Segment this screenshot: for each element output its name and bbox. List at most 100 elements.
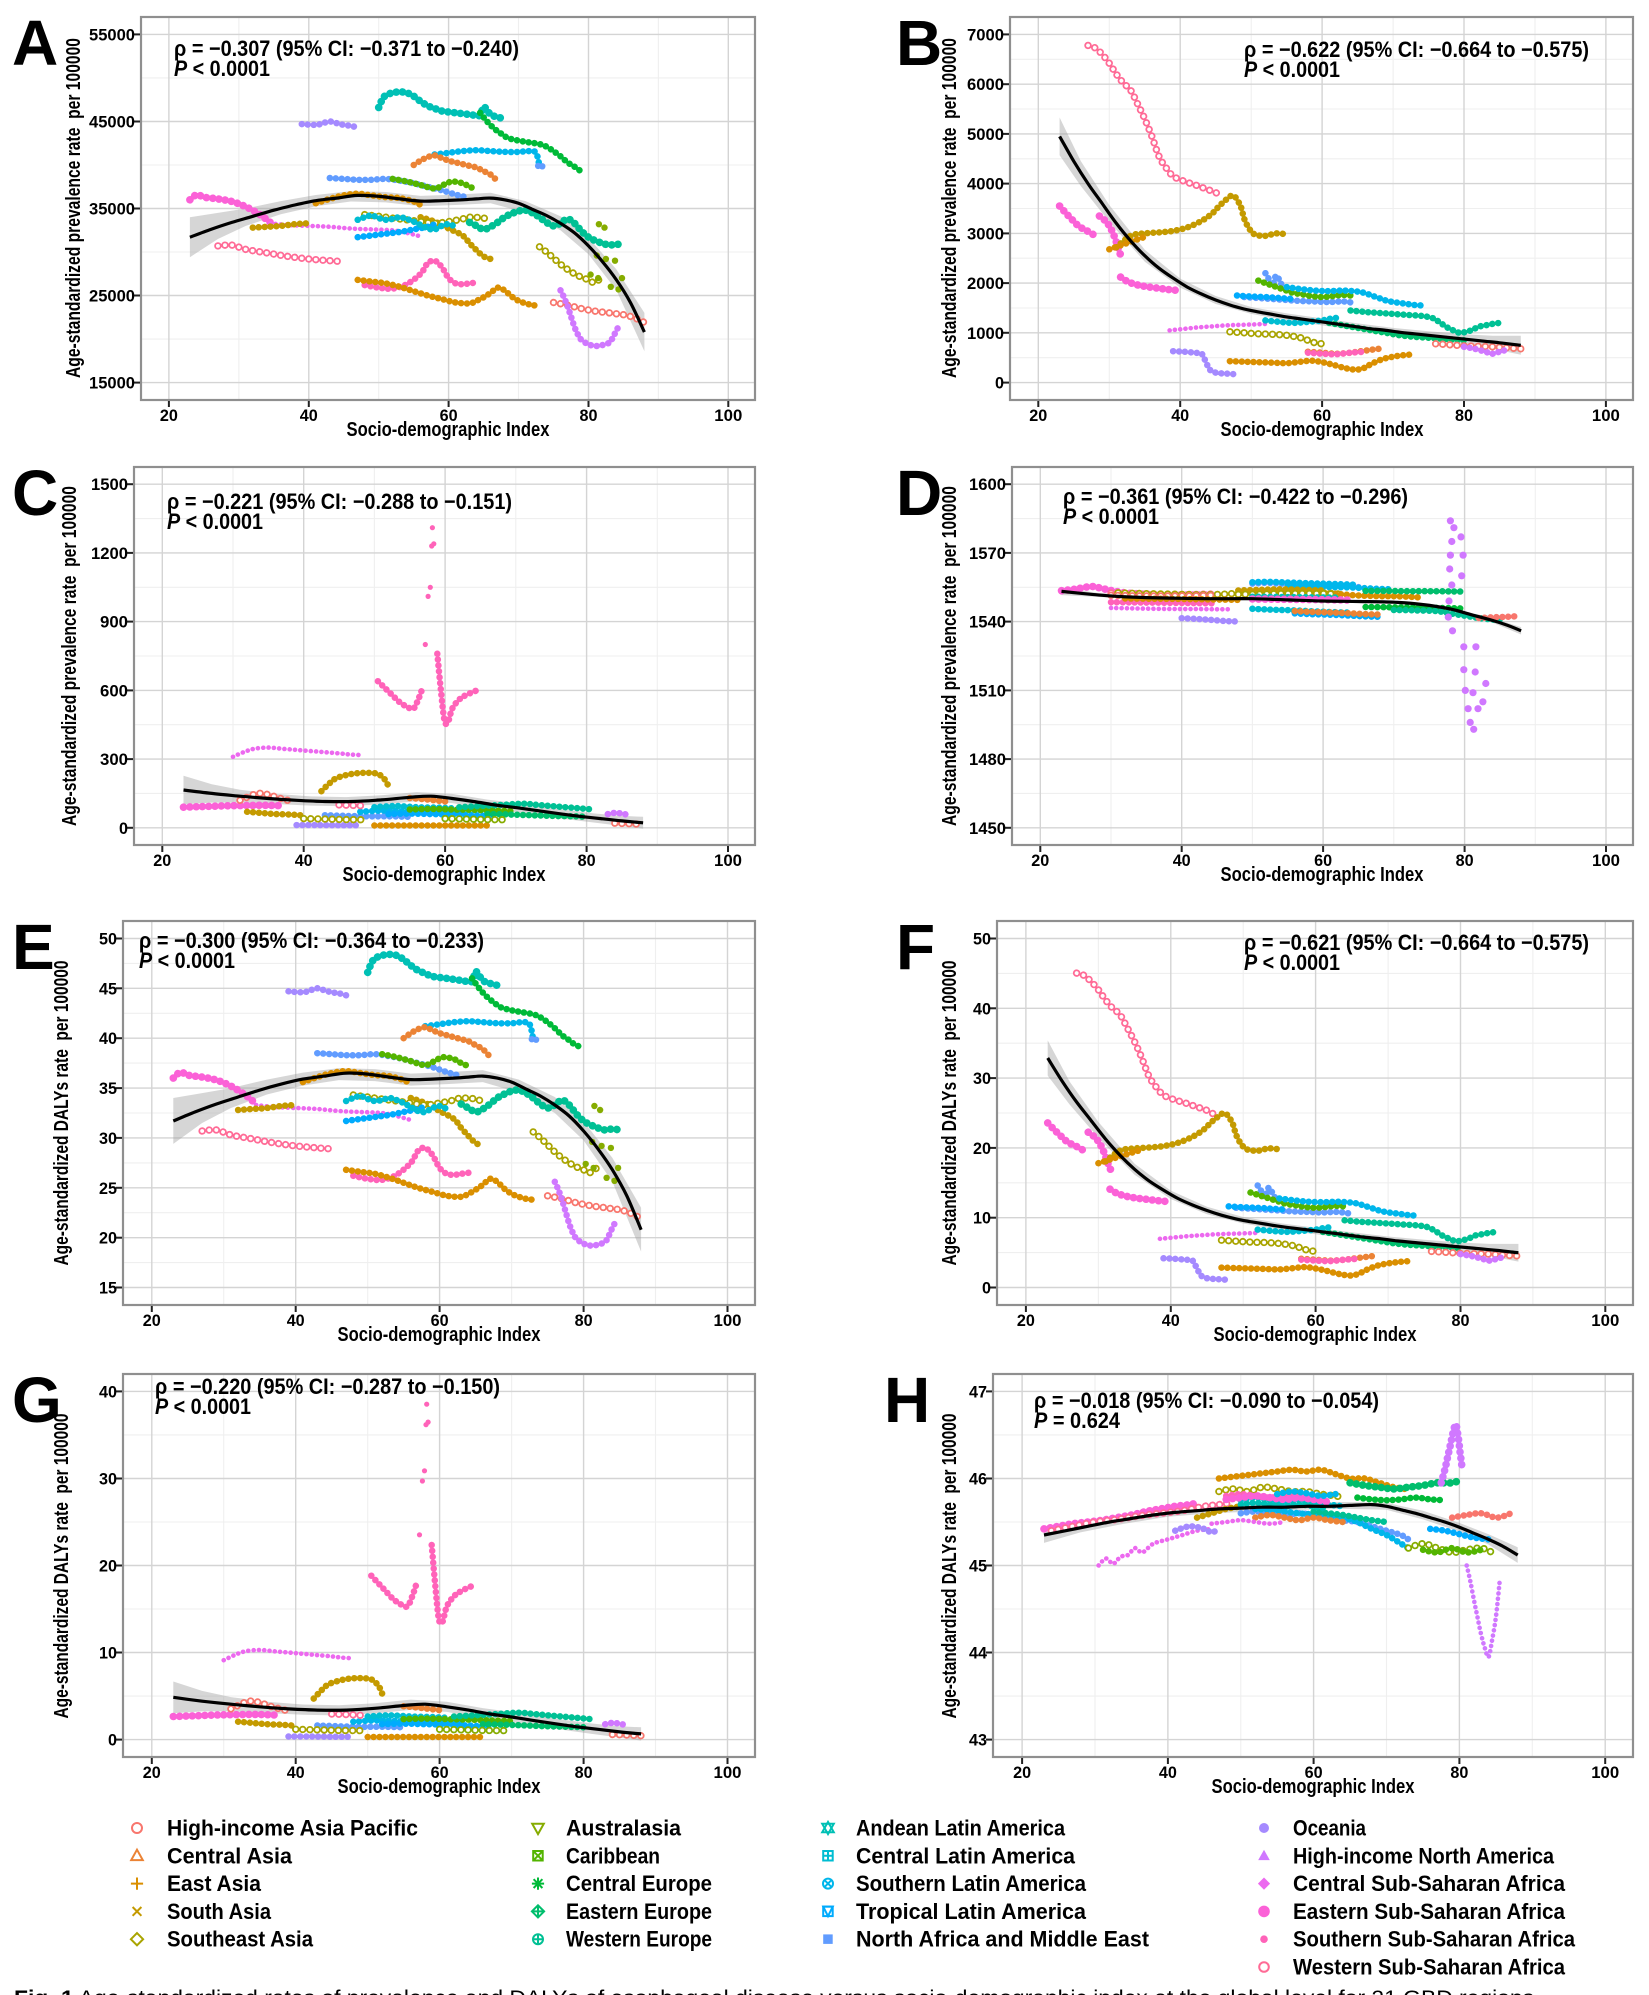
svg-text:35000: 35000 — [89, 200, 135, 219]
svg-text:40: 40 — [1162, 1311, 1180, 1330]
svg-text:0: 0 — [108, 1731, 117, 1750]
svg-text:60: 60 — [1307, 1311, 1325, 1330]
svg-text:80: 80 — [580, 406, 598, 425]
svg-text:4000: 4000 — [967, 175, 1004, 194]
svg-text:55000: 55000 — [89, 25, 135, 44]
svg-text:80: 80 — [575, 1311, 593, 1330]
svg-text:80: 80 — [1455, 406, 1473, 425]
svg-text:D: D — [896, 457, 942, 529]
svg-text:20: 20 — [1031, 851, 1049, 870]
svg-text:Age-standardized prevalence ra: Age-standardized prevalence rate per 100… — [939, 486, 961, 826]
svg-text:P < 0.0001: P < 0.0001 — [167, 509, 263, 534]
svg-text:25: 25 — [99, 1179, 117, 1198]
svg-text:ρ = −0.220 (95% CI: −0.287 to: ρ = −0.220 (95% CI: −0.287 to −0.150) — [155, 1374, 500, 1399]
svg-text:P < 0.0001: P < 0.0001 — [1244, 950, 1340, 975]
svg-text:1540: 1540 — [969, 613, 1006, 632]
svg-text:20: 20 — [1017, 1311, 1035, 1330]
svg-text:Age-standardized prevalence ra: Age-standardized prevalence rate per 100… — [63, 38, 85, 378]
svg-text:20: 20 — [99, 1557, 117, 1576]
svg-text:60: 60 — [1314, 851, 1332, 870]
svg-text:45: 45 — [969, 1557, 987, 1576]
svg-text:20: 20 — [99, 1229, 117, 1248]
svg-text:P = 0.624: P = 0.624 — [1034, 1408, 1120, 1433]
svg-text:East Asia: East Asia — [167, 1871, 261, 1896]
svg-text:Age-standardized prevalence ra: Age-standardized prevalence rate per 100… — [59, 486, 81, 826]
svg-text:High-income Asia Pacific: High-income Asia Pacific — [167, 1816, 418, 1841]
svg-text:P < 0.0001: P < 0.0001 — [174, 56, 270, 81]
svg-text:43: 43 — [969, 1731, 987, 1750]
svg-text:Socio-demographic Index: Socio-demographic Index — [1221, 419, 1424, 441]
svg-text:100: 100 — [714, 406, 742, 425]
svg-text:1570: 1570 — [969, 544, 1006, 563]
svg-text:Age-standardized DALYs rate p: Age-standardized DALYs rate per 100000 — [51, 1414, 73, 1719]
svg-text:20: 20 — [1013, 1763, 1031, 1782]
svg-text:Age-standardized DALYs rate p: Age-standardized DALYs rate per 100000 — [939, 1414, 961, 1719]
svg-text:ρ = −0.307 (95% CI: −0.371 to: ρ = −0.307 (95% CI: −0.371 to −0.240) — [174, 36, 519, 61]
svg-text:44: 44 — [969, 1644, 988, 1663]
svg-text:100: 100 — [714, 851, 742, 870]
svg-text:40: 40 — [99, 1029, 117, 1048]
svg-text:Eastern Sub-Saharan Africa: Eastern Sub-Saharan Africa — [1293, 1899, 1565, 1924]
svg-text:20: 20 — [143, 1311, 161, 1330]
svg-text:300: 300 — [100, 750, 128, 769]
svg-text:50: 50 — [973, 930, 991, 949]
svg-text:7000: 7000 — [967, 25, 1004, 44]
svg-text:47: 47 — [969, 1382, 987, 1401]
svg-text:South Asia: South Asia — [167, 1899, 271, 1924]
svg-text:900: 900 — [100, 613, 128, 632]
svg-text:Fig. 1 Age-standardized rates: Fig. 1 Age-standardized rates of prevale… — [14, 1987, 1534, 1995]
svg-text:40: 40 — [1173, 851, 1191, 870]
svg-text:ρ = −0.621 (95% CI: −0.664 to: ρ = −0.621 (95% CI: −0.664 to −0.575) — [1244, 930, 1589, 955]
svg-text:ρ = −0.018 (95% CI: −0.090 to: ρ = −0.018 (95% CI: −0.090 to −0.054) — [1034, 1388, 1379, 1413]
svg-text:40: 40 — [1171, 406, 1189, 425]
svg-text:80: 80 — [1450, 1763, 1468, 1782]
svg-text:Southeast Asia: Southeast Asia — [167, 1927, 313, 1952]
svg-text:0: 0 — [982, 1279, 991, 1298]
svg-text:5000: 5000 — [967, 125, 1004, 144]
svg-text:B: B — [896, 7, 942, 79]
svg-text:80: 80 — [1456, 851, 1474, 870]
svg-text:60: 60 — [436, 851, 454, 870]
svg-text:20: 20 — [160, 406, 178, 425]
svg-text:Central Latin America: Central Latin America — [856, 1843, 1075, 1868]
svg-text:30: 30 — [973, 1069, 991, 1088]
svg-text:G: G — [12, 1364, 62, 1436]
svg-text:600: 600 — [100, 681, 128, 700]
svg-text:60: 60 — [1305, 1763, 1323, 1782]
svg-text:Central Asia: Central Asia — [167, 1843, 292, 1868]
svg-text:Southern Latin America: Southern Latin America — [856, 1871, 1086, 1896]
svg-text:ρ = −0.361 (95% CI: −0.422 to: ρ = −0.361 (95% CI: −0.422 to −0.296) — [1063, 484, 1408, 509]
svg-text:Central Europe: Central Europe — [566, 1871, 712, 1896]
svg-text:ρ = −0.622 (95% CI: −0.664 to: ρ = −0.622 (95% CI: −0.664 to −0.575) — [1244, 37, 1589, 62]
svg-text:H: H — [884, 1364, 930, 1436]
svg-text:Socio-demographic Index: Socio-demographic Index — [1221, 864, 1424, 886]
svg-text:100: 100 — [1591, 1763, 1619, 1782]
svg-text:C: C — [12, 457, 58, 529]
svg-text:ρ = −0.221 (95% CI: −0.288 to: ρ = −0.221 (95% CI: −0.288 to −0.151) — [167, 489, 512, 514]
svg-text:1000: 1000 — [967, 324, 1004, 343]
svg-text:Socio-demographic Index: Socio-demographic Index — [343, 864, 546, 886]
svg-text:Socio-demographic Index: Socio-demographic Index — [338, 1324, 541, 1346]
svg-text:30: 30 — [99, 1129, 117, 1148]
svg-text:Socio-demographic Index: Socio-demographic Index — [347, 419, 550, 441]
svg-text:15000: 15000 — [89, 374, 135, 393]
svg-text:15: 15 — [99, 1279, 117, 1298]
svg-text:1450: 1450 — [969, 819, 1006, 838]
svg-text:Western Sub-Saharan Africa: Western Sub-Saharan Africa — [1293, 1955, 1565, 1980]
svg-text:ρ = −0.300 (95% CI: −0.364 to: ρ = −0.300 (95% CI: −0.364 to −0.233) — [139, 928, 484, 953]
svg-text:A: A — [12, 7, 58, 79]
svg-text:Age-standardized DALYs rate p: Age-standardized DALYs rate per 100000 — [939, 961, 961, 1266]
svg-text:1600: 1600 — [969, 475, 1006, 494]
svg-text:Western Europe: Western Europe — [566, 1927, 712, 1952]
svg-text:0: 0 — [995, 374, 1004, 393]
svg-text:40: 40 — [99, 1382, 117, 1401]
svg-text:20: 20 — [143, 1763, 161, 1782]
svg-text:Andean Latin America: Andean Latin America — [856, 1816, 1065, 1841]
svg-text:60: 60 — [1313, 406, 1331, 425]
svg-text:Central Sub-Saharan Africa: Central Sub-Saharan Africa — [1293, 1871, 1565, 1896]
svg-text:E: E — [12, 911, 55, 983]
svg-text:100: 100 — [1591, 1311, 1619, 1330]
svg-text:Socio-demographic Index: Socio-demographic Index — [338, 1776, 541, 1798]
svg-text:45000: 45000 — [89, 113, 135, 132]
svg-text:20: 20 — [973, 1139, 991, 1158]
